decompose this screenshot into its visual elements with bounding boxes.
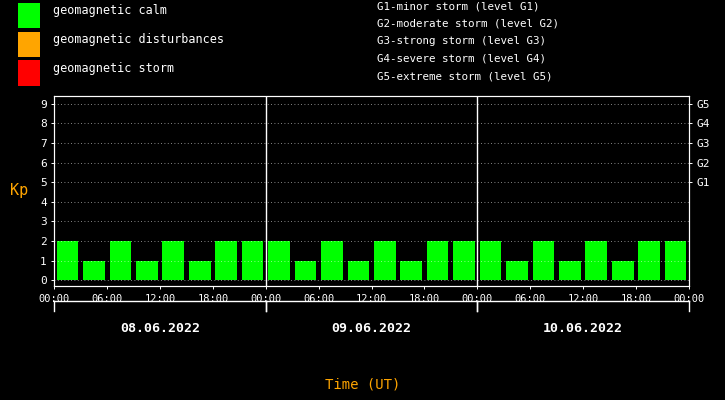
Bar bbox=[612, 260, 634, 280]
Bar bbox=[585, 241, 607, 280]
Bar bbox=[347, 260, 369, 280]
Bar bbox=[374, 241, 396, 280]
Bar bbox=[268, 241, 290, 280]
Bar bbox=[215, 241, 237, 280]
Text: Time (UT): Time (UT) bbox=[325, 377, 400, 391]
Text: G4-severe storm (level G4): G4-severe storm (level G4) bbox=[377, 54, 546, 64]
Text: 10.06.2022: 10.06.2022 bbox=[543, 322, 623, 335]
Text: 08.06.2022: 08.06.2022 bbox=[120, 322, 200, 335]
Text: geomagnetic storm: geomagnetic storm bbox=[53, 62, 174, 75]
Bar bbox=[559, 260, 581, 280]
Text: geomagnetic calm: geomagnetic calm bbox=[53, 4, 167, 17]
Bar bbox=[665, 241, 687, 280]
Text: geomagnetic disturbances: geomagnetic disturbances bbox=[53, 33, 224, 46]
Bar bbox=[321, 241, 343, 280]
Text: G1-minor storm (level G1): G1-minor storm (level G1) bbox=[377, 1, 539, 11]
Text: G5-extreme storm (level G5): G5-extreme storm (level G5) bbox=[377, 72, 552, 82]
Bar bbox=[453, 241, 475, 280]
Bar bbox=[189, 260, 210, 280]
FancyBboxPatch shape bbox=[18, 60, 40, 86]
Bar bbox=[241, 241, 263, 280]
Bar bbox=[57, 241, 78, 280]
Bar bbox=[83, 260, 105, 280]
Bar bbox=[400, 260, 422, 280]
Text: G2-moderate storm (level G2): G2-moderate storm (level G2) bbox=[377, 19, 559, 29]
Bar bbox=[294, 260, 316, 280]
FancyBboxPatch shape bbox=[18, 32, 40, 57]
Text: 09.06.2022: 09.06.2022 bbox=[331, 322, 412, 335]
Bar bbox=[480, 241, 502, 280]
Text: Kp: Kp bbox=[10, 184, 28, 198]
Bar bbox=[427, 241, 449, 280]
Bar bbox=[506, 260, 528, 280]
FancyBboxPatch shape bbox=[18, 3, 40, 28]
Bar bbox=[136, 260, 158, 280]
Text: G3-strong storm (level G3): G3-strong storm (level G3) bbox=[377, 36, 546, 46]
Bar bbox=[162, 241, 184, 280]
Bar bbox=[638, 241, 660, 280]
Bar bbox=[533, 241, 554, 280]
Bar bbox=[109, 241, 131, 280]
